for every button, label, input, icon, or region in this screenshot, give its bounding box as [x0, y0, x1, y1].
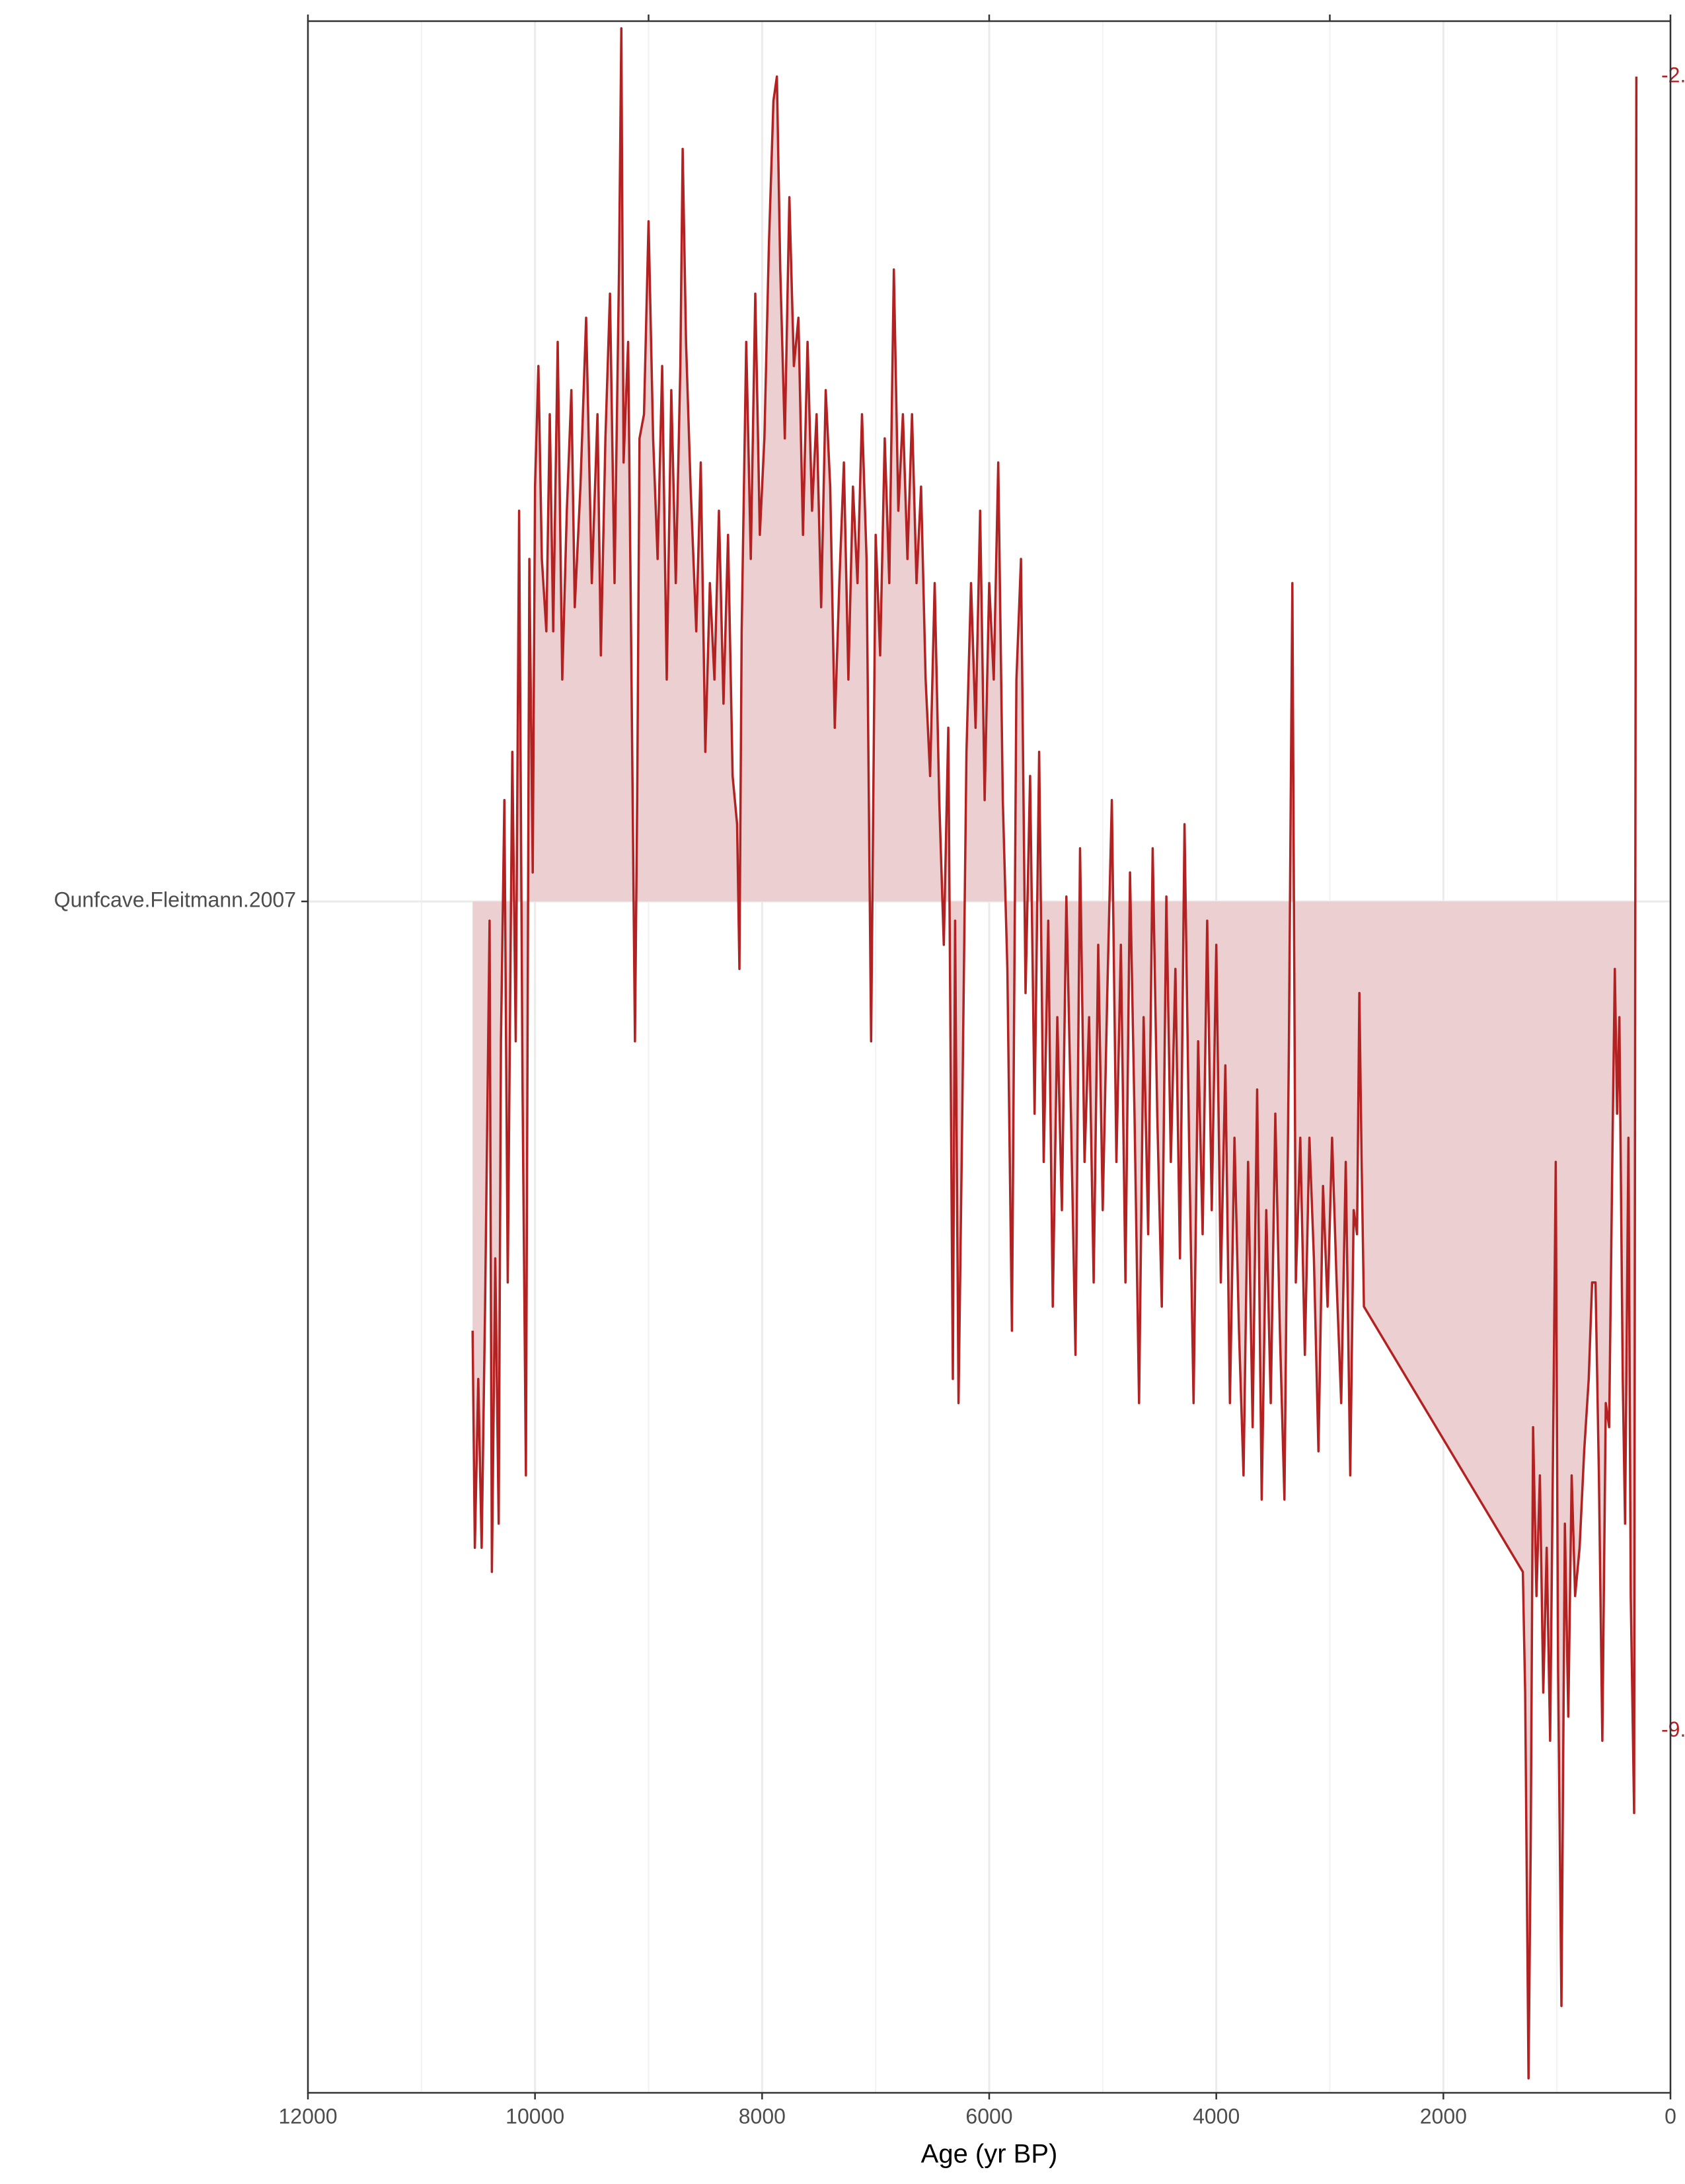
x-tick-label: 10000: [506, 2104, 564, 2128]
x-tick-label: 0: [1665, 2104, 1676, 2128]
x-axis-title: Age (yr BP): [921, 2140, 1058, 2169]
value-label: -2.5: [1661, 63, 1685, 87]
y-category-label: Qunfcave.Fleitmann.2007: [54, 888, 296, 912]
line: [471, 27, 1638, 2080]
area: [472, 28, 1637, 2079]
x-tick-label: 2000: [1420, 2104, 1467, 2128]
value-label: -9.36: [1661, 1717, 1685, 1741]
x-tick-label: 4000: [1193, 2104, 1240, 2128]
x-tick-label: 8000: [739, 2104, 786, 2128]
x-tick-label: 6000: [965, 2104, 1012, 2128]
x-tick-label: 12000: [279, 2104, 338, 2128]
